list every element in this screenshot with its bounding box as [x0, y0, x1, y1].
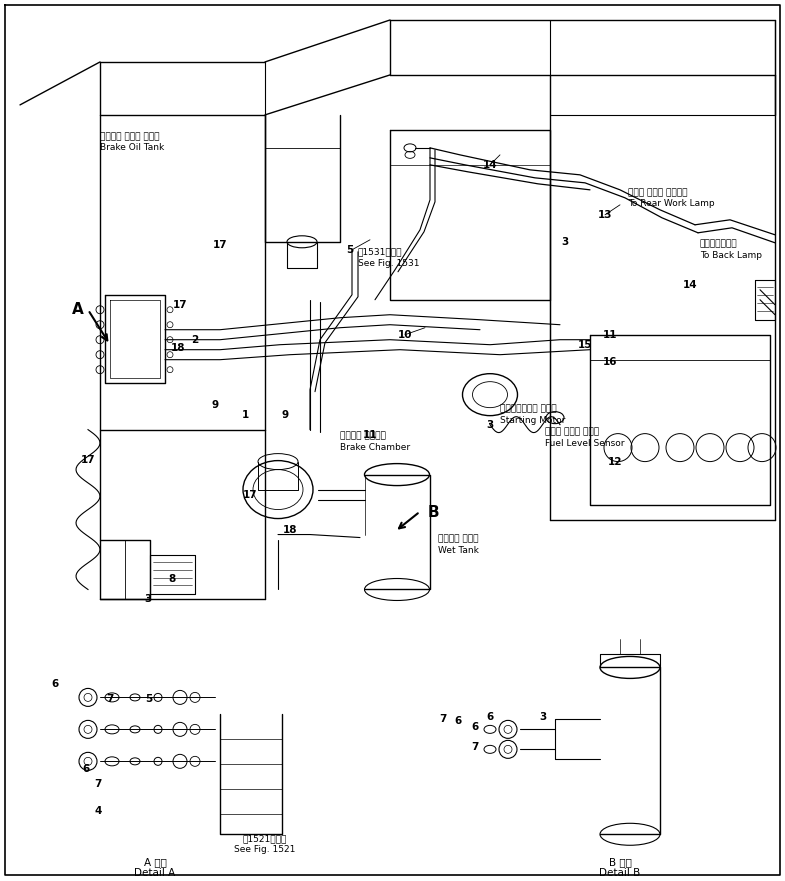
Text: 18: 18	[283, 524, 298, 535]
Text: 6: 6	[471, 722, 479, 732]
Text: ㅗ1521図参照: ㅗ1521図参照	[243, 834, 287, 843]
Text: 18: 18	[171, 343, 185, 352]
Text: 10: 10	[398, 329, 412, 340]
Text: 17: 17	[213, 240, 228, 250]
Text: 12: 12	[608, 456, 623, 467]
Text: Starting Motor: Starting Motor	[500, 416, 565, 425]
Text: ㅗ1531図参照: ㅗ1531図参照	[358, 248, 403, 256]
Text: B: B	[428, 505, 440, 520]
Text: 8: 8	[168, 574, 176, 584]
Text: 11: 11	[603, 329, 617, 340]
Text: ウエット タンク: ウエット タンク	[438, 535, 479, 544]
Text: 16: 16	[603, 357, 617, 366]
Text: 17: 17	[243, 490, 257, 500]
Text: To Back Lamp: To Back Lamp	[700, 251, 762, 260]
Text: 3: 3	[144, 595, 152, 604]
Text: Brake Chamber: Brake Chamber	[340, 442, 410, 452]
Text: A: A	[72, 301, 84, 317]
Text: 5: 5	[346, 245, 353, 255]
Text: 3: 3	[539, 713, 546, 722]
Text: 1: 1	[241, 410, 249, 419]
Text: 6: 6	[487, 713, 494, 722]
Text: 7: 7	[106, 694, 114, 705]
Text: 17: 17	[173, 300, 188, 310]
Text: バックランプへ: バックランプへ	[700, 240, 738, 248]
Text: 6: 6	[455, 716, 462, 726]
Text: ブレーキ チャンバ: ブレーキ チャンバ	[340, 432, 386, 440]
Text: 14: 14	[483, 159, 498, 170]
Text: 11: 11	[363, 430, 378, 440]
Text: 17: 17	[81, 455, 95, 464]
Text: 14: 14	[683, 280, 697, 290]
Text: 3: 3	[561, 237, 568, 247]
Text: 4: 4	[94, 806, 102, 817]
Text: ブレーキ オイル タンク: ブレーキ オイル タンク	[100, 132, 159, 141]
Text: フエル レベル センサ: フエル レベル センサ	[545, 427, 599, 437]
Text: See Fig. 1531: See Fig. 1531	[358, 259, 419, 268]
Text: 7: 7	[440, 714, 447, 724]
Text: 3: 3	[487, 419, 494, 430]
Text: 6: 6	[82, 765, 89, 774]
Text: 5: 5	[145, 694, 152, 705]
Text: Brake Oil Tank: Brake Oil Tank	[100, 143, 164, 152]
Text: 9: 9	[211, 400, 218, 410]
Text: 7: 7	[471, 743, 479, 752]
Text: 7: 7	[94, 780, 102, 789]
Text: 13: 13	[597, 210, 612, 220]
Text: Detail B: Detail B	[600, 869, 641, 878]
Text: 6: 6	[51, 679, 59, 690]
Text: To Rear Work Lamp: To Rear Work Lamp	[628, 199, 714, 208]
Text: Detail A: Detail A	[134, 869, 176, 878]
Text: 2: 2	[192, 335, 199, 344]
Text: リヤー ワーク ランプへ: リヤー ワーク ランプへ	[628, 188, 688, 196]
Text: Wet Tank: Wet Tank	[438, 545, 479, 554]
Text: 15: 15	[578, 340, 592, 350]
Text: See Fig. 1521: See Fig. 1521	[234, 845, 296, 855]
Text: 9: 9	[282, 410, 289, 419]
Text: スターティング モータ: スターティング モータ	[500, 404, 557, 414]
Text: A 詳細: A 詳細	[144, 857, 166, 867]
Text: Fuel Level Sensor: Fuel Level Sensor	[545, 439, 625, 448]
Text: B 詳細: B 詳細	[608, 857, 631, 867]
